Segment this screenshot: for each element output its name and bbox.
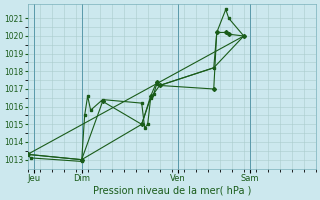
X-axis label: Pression niveau de la mer( hPa ): Pression niveau de la mer( hPa ) — [92, 186, 251, 196]
